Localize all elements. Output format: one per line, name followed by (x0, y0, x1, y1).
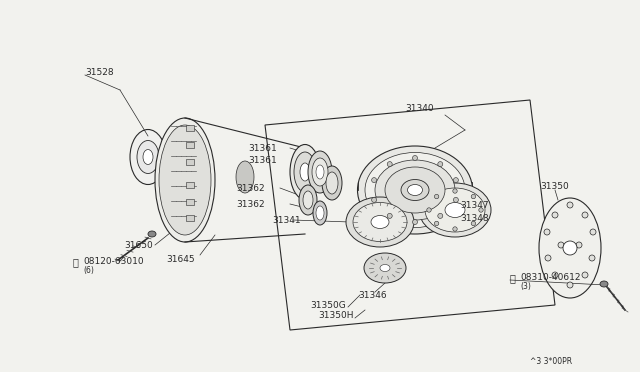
Text: 31350H: 31350H (318, 311, 353, 321)
Text: ^3 3*00PR: ^3 3*00PR (530, 357, 572, 366)
Text: 31361: 31361 (248, 155, 276, 164)
Circle shape (372, 177, 376, 183)
Circle shape (589, 255, 595, 261)
Text: 31350: 31350 (540, 182, 569, 190)
Circle shape (576, 242, 582, 248)
Ellipse shape (600, 281, 608, 287)
Ellipse shape (365, 153, 465, 228)
Ellipse shape (290, 144, 320, 199)
Ellipse shape (148, 231, 156, 237)
Ellipse shape (303, 191, 313, 209)
Ellipse shape (358, 146, 472, 234)
Polygon shape (186, 215, 194, 221)
Text: 31340: 31340 (405, 103, 434, 112)
Circle shape (413, 155, 417, 160)
Circle shape (582, 272, 588, 278)
Ellipse shape (353, 202, 407, 241)
Ellipse shape (159, 125, 211, 235)
Text: (6): (6) (83, 266, 94, 275)
Text: Ⓑ: Ⓑ (73, 257, 79, 267)
Ellipse shape (130, 129, 166, 185)
Circle shape (479, 208, 483, 212)
Ellipse shape (316, 165, 324, 179)
Text: 31361: 31361 (248, 144, 276, 153)
Ellipse shape (322, 166, 342, 200)
Circle shape (563, 241, 577, 255)
Text: 31645: 31645 (166, 256, 195, 264)
Text: 08120-63010: 08120-63010 (83, 257, 143, 266)
Polygon shape (186, 125, 194, 131)
Circle shape (567, 282, 573, 288)
Ellipse shape (299, 185, 317, 215)
Ellipse shape (401, 180, 429, 201)
Circle shape (438, 161, 443, 167)
Text: 31348: 31348 (460, 214, 488, 222)
Circle shape (452, 227, 457, 231)
Text: 31347: 31347 (460, 201, 488, 209)
Circle shape (435, 194, 439, 199)
Circle shape (558, 242, 564, 248)
Ellipse shape (143, 150, 153, 164)
Ellipse shape (316, 206, 324, 220)
Ellipse shape (385, 167, 445, 213)
Text: 31346: 31346 (358, 291, 387, 299)
Ellipse shape (371, 215, 389, 228)
Circle shape (452, 189, 457, 193)
Polygon shape (186, 182, 194, 188)
Ellipse shape (300, 163, 310, 181)
Ellipse shape (539, 198, 601, 298)
Circle shape (453, 177, 458, 183)
Text: Ⓢ: Ⓢ (510, 273, 516, 283)
Circle shape (582, 212, 588, 218)
Circle shape (552, 272, 558, 278)
Ellipse shape (155, 118, 215, 242)
Text: 31650: 31650 (124, 241, 153, 250)
Text: 31528: 31528 (85, 67, 114, 77)
Text: (3): (3) (520, 282, 531, 292)
Ellipse shape (236, 161, 254, 193)
Ellipse shape (380, 264, 390, 272)
Text: 31362: 31362 (236, 183, 264, 192)
Polygon shape (186, 199, 194, 205)
Ellipse shape (408, 185, 422, 196)
Circle shape (413, 219, 417, 224)
Ellipse shape (375, 160, 455, 220)
Polygon shape (186, 142, 194, 148)
Circle shape (545, 255, 551, 261)
Circle shape (544, 229, 550, 235)
Ellipse shape (326, 172, 338, 194)
Ellipse shape (419, 183, 491, 237)
Circle shape (590, 229, 596, 235)
Circle shape (427, 208, 431, 212)
Ellipse shape (294, 152, 316, 192)
Ellipse shape (445, 202, 465, 218)
Polygon shape (186, 159, 194, 165)
Ellipse shape (425, 188, 485, 232)
Circle shape (453, 198, 458, 202)
Text: 31341: 31341 (272, 215, 301, 224)
Ellipse shape (312, 158, 328, 186)
Circle shape (567, 202, 573, 208)
Text: 08310-40612: 08310-40612 (520, 273, 580, 282)
Ellipse shape (308, 151, 332, 193)
Ellipse shape (364, 253, 406, 283)
Circle shape (387, 161, 392, 167)
Circle shape (552, 212, 558, 218)
Circle shape (471, 194, 476, 199)
Circle shape (387, 214, 392, 218)
Text: 31362: 31362 (236, 199, 264, 208)
Circle shape (438, 214, 443, 218)
Circle shape (372, 198, 376, 202)
Circle shape (435, 221, 439, 226)
Ellipse shape (137, 141, 159, 173)
Ellipse shape (346, 197, 414, 247)
Ellipse shape (313, 201, 327, 225)
Circle shape (471, 221, 476, 226)
Text: 31350G: 31350G (310, 301, 346, 310)
